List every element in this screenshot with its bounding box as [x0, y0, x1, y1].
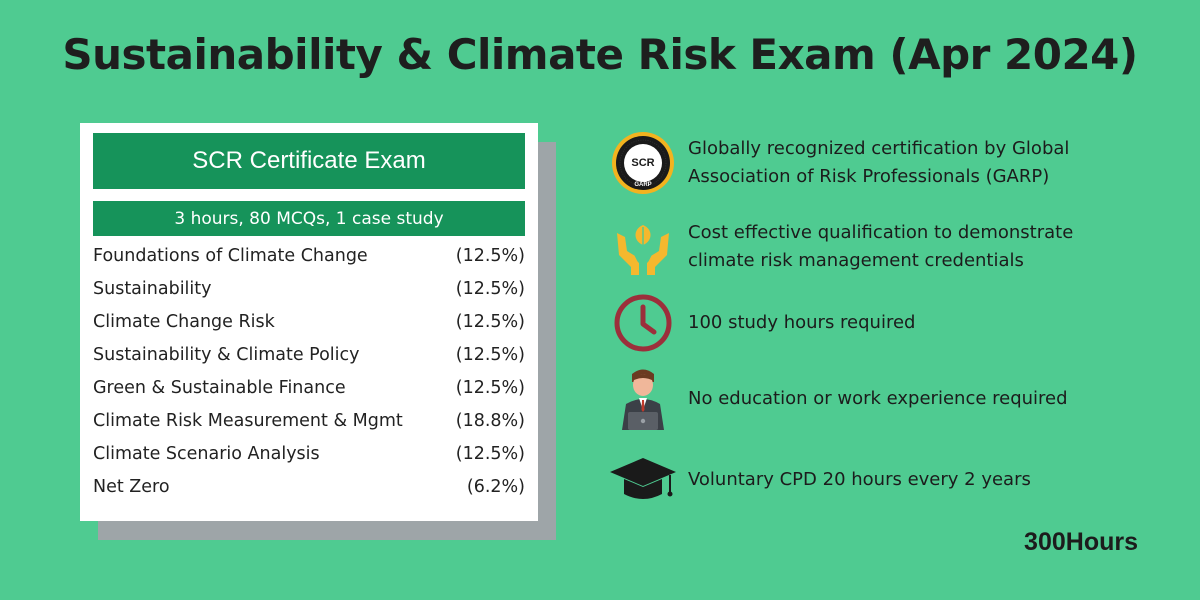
feature-line: Voluntary CPD 20 hours every 2 years	[688, 469, 1031, 490]
card-header: SCR Certificate Exam	[93, 133, 525, 189]
topic-row: Sustainability (12.5%)	[93, 272, 525, 305]
topic-weight: (12.5%)	[455, 278, 525, 299]
feature-text: 100 study hours required	[688, 309, 1108, 337]
feature-text: Voluntary CPD 20 hours every 2 years	[688, 466, 1108, 494]
topic-weight: (12.5%)	[455, 311, 525, 332]
badge-text-garp: GARP	[634, 182, 651, 188]
brand-logo-text: 300Hours	[1024, 528, 1138, 556]
topic-row: Foundations of Climate Change (12.5%)	[93, 239, 525, 272]
feature-line: Globally recognized certification by Glo…	[688, 138, 1070, 159]
clock-icon	[608, 288, 678, 358]
topic-weight: (12.5%)	[455, 344, 525, 365]
feature-line: Cost effective qualification to demonstr…	[688, 222, 1074, 243]
topic-name: Net Zero	[93, 476, 170, 497]
feature-item: SCR GARP Globally recognized certificati…	[608, 128, 1108, 198]
feature-item: 100 study hours required	[608, 288, 1108, 358]
feature-item: No education or work experience required	[608, 364, 1108, 434]
graduation-cap-icon	[608, 445, 678, 515]
feature-text: Globally recognized certification by Glo…	[688, 135, 1108, 191]
exam-card: SCR Certificate Exam 3 hours, 80 MCQs, 1…	[80, 123, 538, 521]
topic-name: Sustainability	[93, 278, 212, 299]
topic-row: Climate Change Risk (12.5%)	[93, 305, 525, 338]
topic-weight: (12.5%)	[455, 245, 525, 266]
topic-name: Climate Scenario Analysis	[93, 443, 320, 464]
topic-name: Climate Change Risk	[93, 311, 275, 332]
topic-weight: (18.8%)	[455, 410, 525, 431]
feature-line: Association of Risk Professionals (GARP)	[688, 166, 1050, 187]
topic-weight: (6.2%)	[466, 476, 525, 497]
page-title: Sustainability & Climate Risk Exam (Apr …	[62, 30, 1138, 79]
scr-badge-icon: SCR GARP	[608, 128, 678, 198]
topic-row: Sustainability & Climate Policy (12.5%)	[93, 338, 525, 371]
feature-text: Cost effective qualification to demonstr…	[688, 219, 1108, 275]
feature-text: No education or work experience required	[688, 385, 1108, 413]
topic-name: Sustainability & Climate Policy	[93, 344, 360, 365]
topic-row: Green & Sustainable Finance (12.5%)	[93, 371, 525, 404]
feature-line: No education or work experience required	[688, 388, 1068, 409]
badge-text-scr: SCR	[631, 157, 654, 169]
topic-weight: (12.5%)	[455, 443, 525, 464]
topic-row: Net Zero (6.2%)	[93, 470, 525, 503]
feature-item: Voluntary CPD 20 hours every 2 years	[608, 445, 1108, 515]
topic-weight: (12.5%)	[455, 377, 525, 398]
feature-line: 100 study hours required	[688, 312, 916, 333]
topic-row: Climate Risk Measurement & Mgmt (18.8%)	[93, 404, 525, 437]
topic-list: Foundations of Climate Change (12.5%) Sus…	[93, 239, 525, 503]
topic-name: Foundations of Climate Change	[93, 245, 368, 266]
topic-name: Green & Sustainable Finance	[93, 377, 346, 398]
feature-line: climate risk management credentials	[688, 250, 1024, 271]
person-laptop-icon	[608, 364, 678, 434]
card-subheader: 3 hours, 80 MCQs, 1 case study	[93, 201, 525, 236]
hands-leaf-icon	[608, 212, 678, 282]
topic-row: Climate Scenario Analysis (12.5%)	[93, 437, 525, 470]
feature-item: Cost effective qualification to demonstr…	[608, 212, 1108, 282]
topic-name: Climate Risk Measurement & Mgmt	[93, 410, 403, 431]
